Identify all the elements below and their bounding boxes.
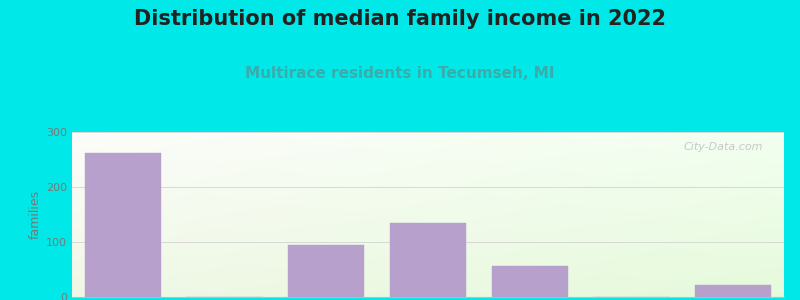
Bar <box>85 153 161 297</box>
Bar <box>491 266 568 297</box>
Text: Multirace residents in Tecumseh, MI: Multirace residents in Tecumseh, MI <box>246 66 554 81</box>
Bar <box>288 245 365 297</box>
Text: Distribution of median family income in 2022: Distribution of median family income in … <box>134 9 666 29</box>
Bar <box>695 285 771 297</box>
Y-axis label: families: families <box>29 190 42 239</box>
Bar <box>390 223 466 297</box>
Text: City-Data.com: City-Data.com <box>683 142 762 152</box>
